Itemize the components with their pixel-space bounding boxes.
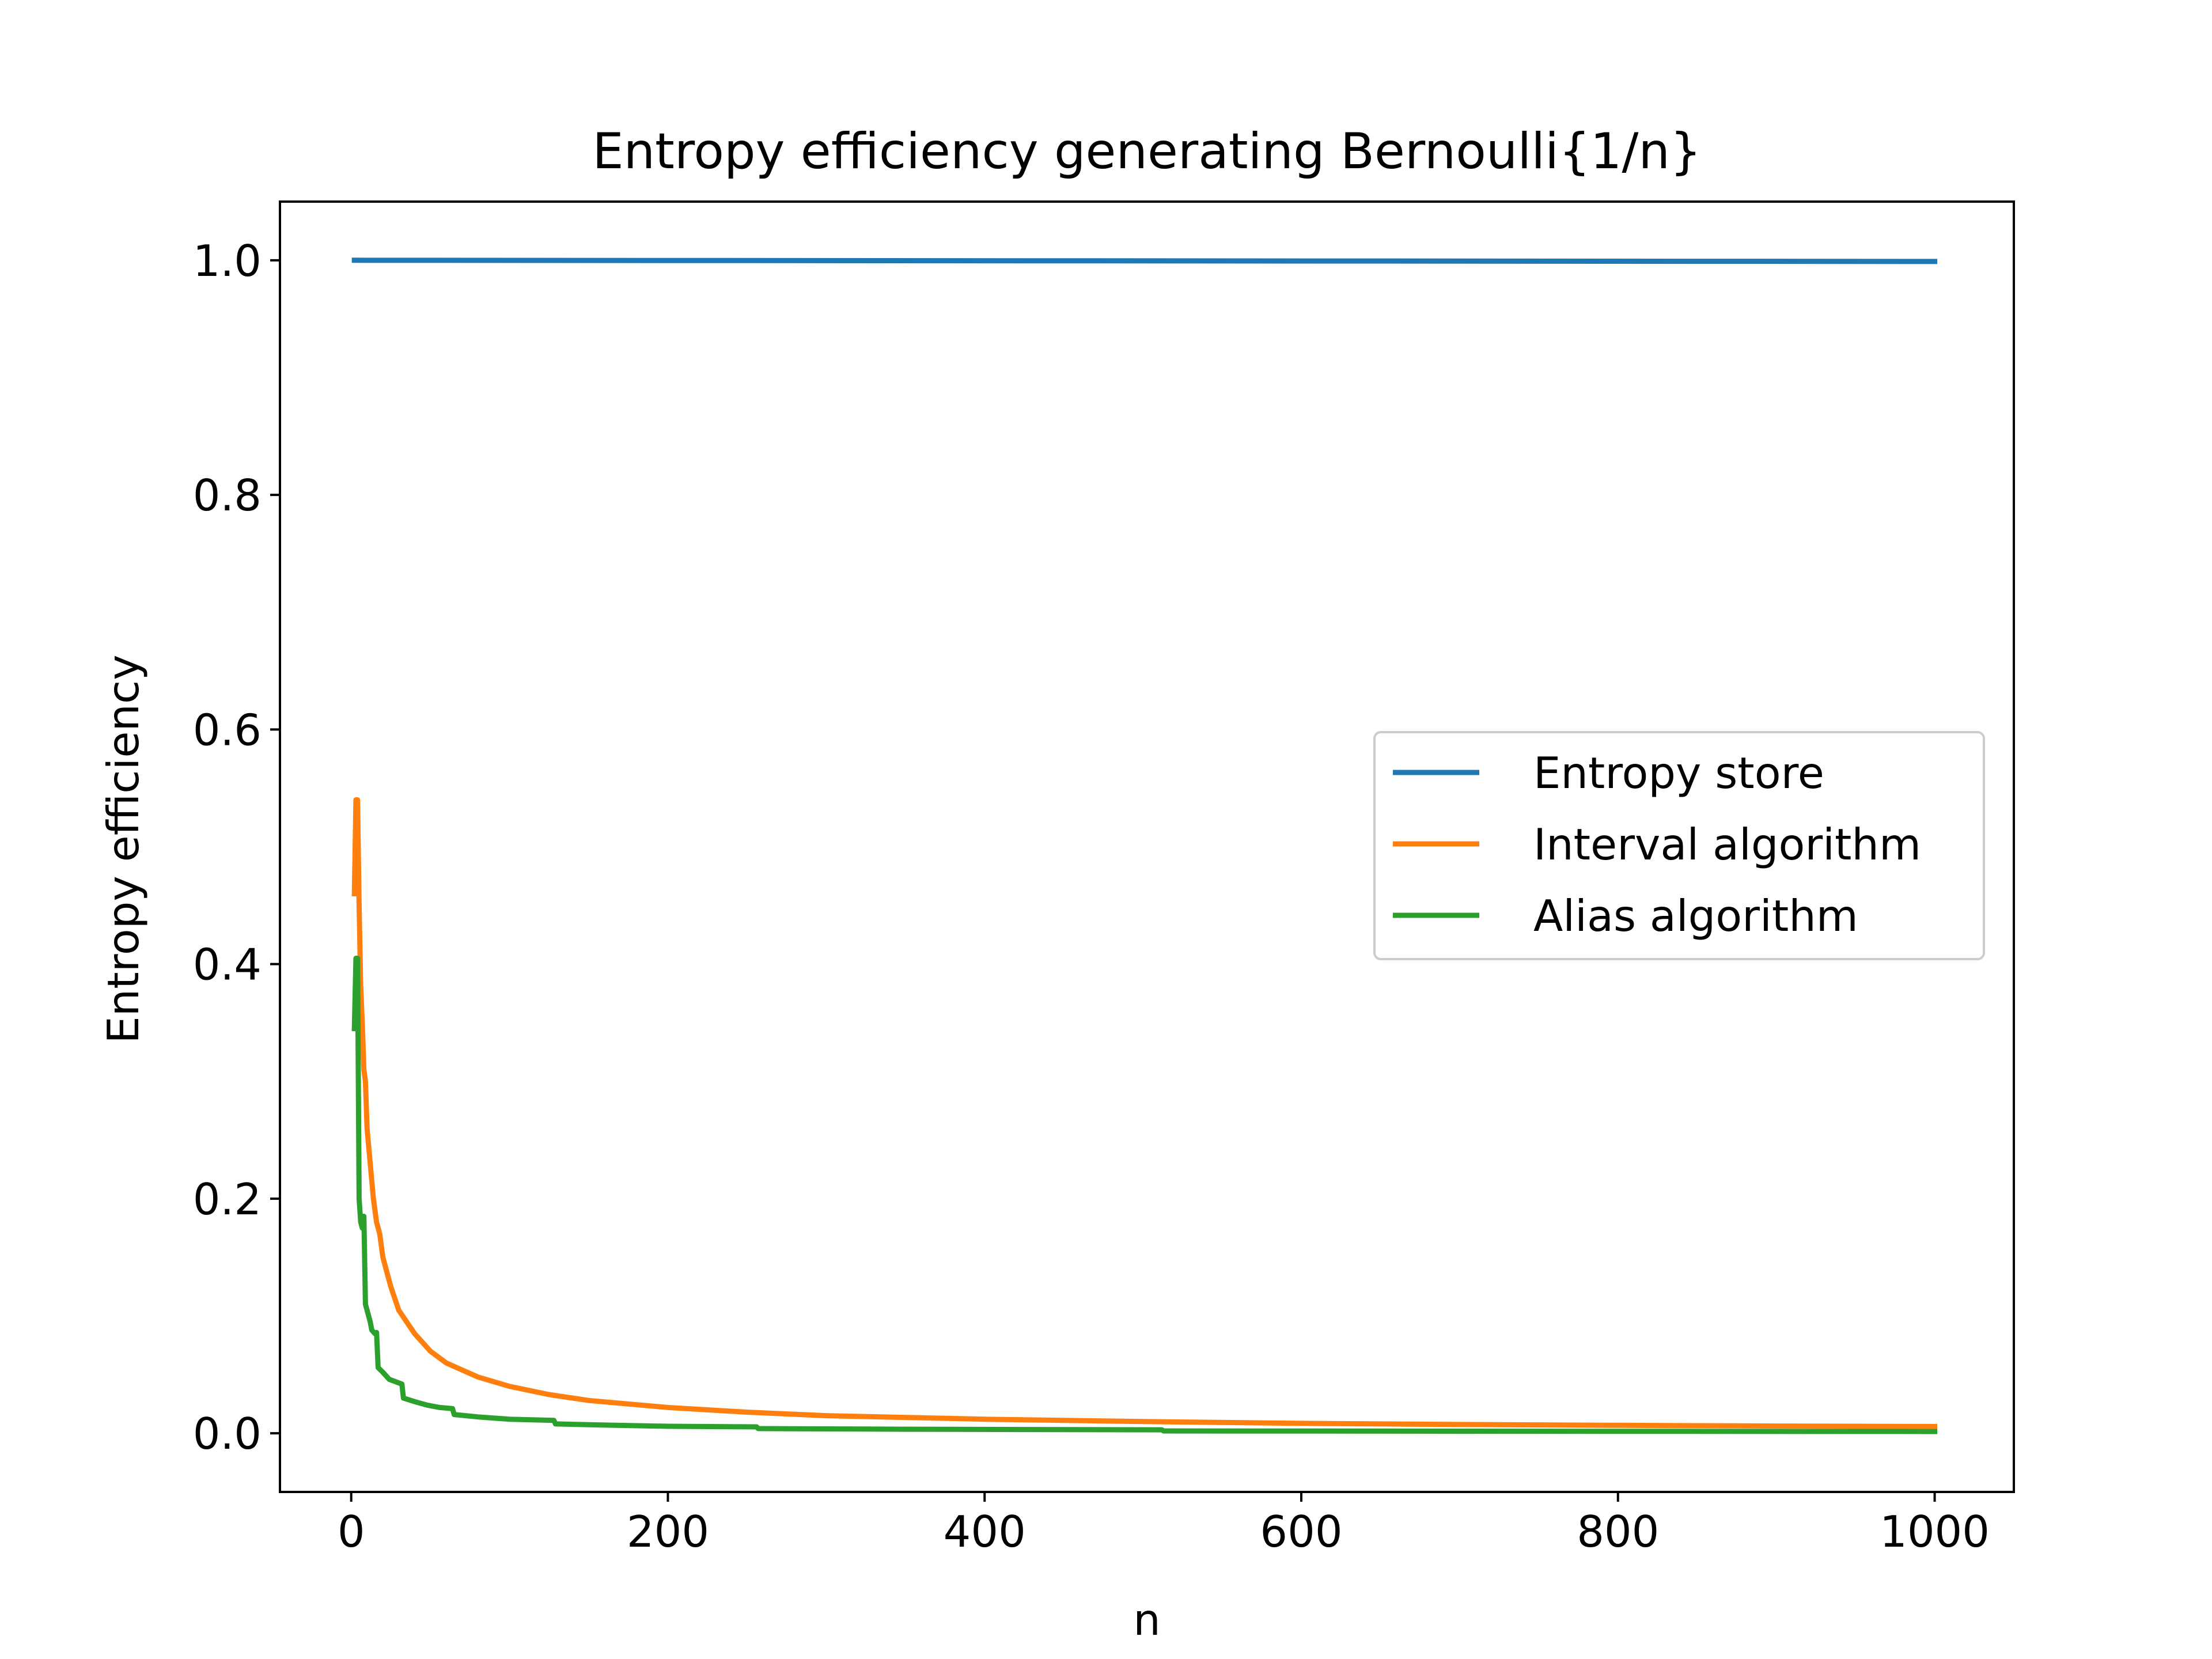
series-line-interval-algorithm [351,797,1938,1429]
x-tick-label: 0 [338,1506,365,1557]
legend-label-alias-algorithm: Alias algorithm [1533,891,1858,941]
y-tick-label: 1.0 [193,236,262,286]
x-axis-label: n [1133,1594,1161,1645]
series-line-entropy-store [351,257,1938,264]
x-tick-label: 1000 [1880,1506,1990,1557]
axes-frame [279,200,2015,1493]
legend: Entropy store Interval algorithm Alias alg… [1373,731,1985,960]
y-axis-label: Entropy efficiency [98,654,149,1043]
y-tick-label: 0.6 [193,704,262,755]
y-tick-label: 0.8 [193,470,262,521]
legend-box [1373,731,1985,960]
x-tick-label: 400 [944,1506,1026,1557]
x-tick-label: 200 [627,1506,709,1557]
legend-label-interval-algorithm: Interval algorithm [1533,819,1921,870]
y-axis: 0.0 0.2 0.4 0.6 0.8 1.0 [193,236,280,1459]
plot-area [279,200,2015,1493]
chart-title: Entropy efficiency generating Bernoulli{… [592,123,1701,180]
y-tick-label: 0.4 [193,940,262,990]
x-axis: 0 200 400 600 800 1000 [338,1492,1990,1557]
x-tick-label: 600 [1260,1506,1342,1557]
legend-label-entropy-store: Entropy store [1533,748,1824,798]
series-line-alias-algorithm [351,956,1938,1434]
y-tick-label: 0.2 [193,1174,262,1225]
x-tick-label: 800 [1577,1506,1659,1557]
y-tick-label: 0.0 [193,1408,262,1459]
